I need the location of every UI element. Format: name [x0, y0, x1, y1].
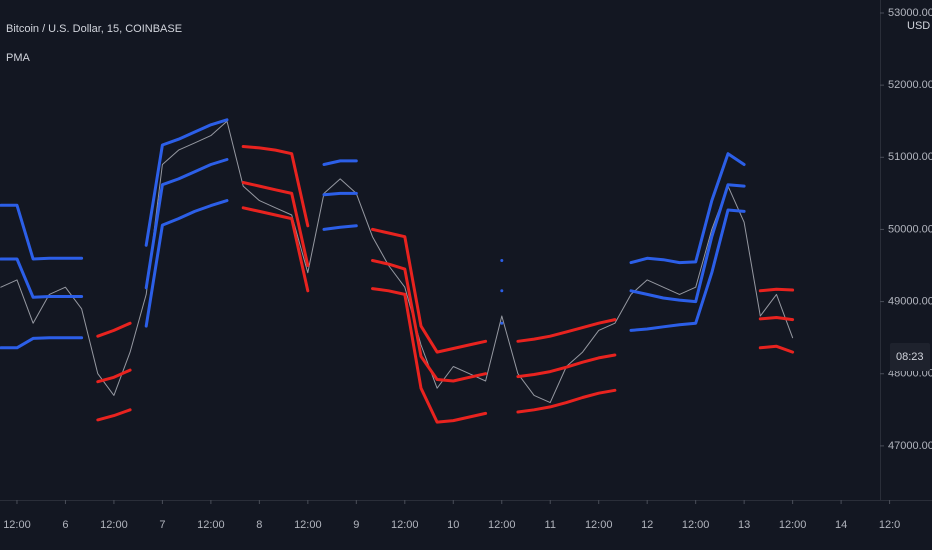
countdown: 08:23 [896, 351, 924, 363]
x-tick-label: 12:00 [585, 519, 613, 531]
x-tick-label: 12:00 [3, 519, 31, 531]
x-tick-label: 6 [62, 519, 68, 531]
x-tick-label: 10 [447, 519, 459, 531]
band-line [0, 158, 746, 304]
x-tick-label: 13 [738, 519, 750, 531]
x-tick-label: 8 [256, 519, 262, 531]
band-line [0, 118, 746, 265]
price-tag [890, 343, 930, 371]
x-tick-label: 7 [159, 519, 165, 531]
x-tick-label: 12:00 [488, 519, 516, 531]
y-tick-label: 47000.00 [888, 440, 932, 452]
x-tick-label: 12 [641, 519, 653, 531]
y-tick-label: 53000.00 [888, 7, 932, 19]
chart-title: Bitcoin / U.S. Dollar, 15, COINBASE [6, 23, 182, 35]
indicator-label: PMA [6, 52, 31, 64]
band-line [96, 181, 795, 384]
x-tick-label: 12:00 [100, 519, 128, 531]
x-tick-label: 9 [353, 519, 359, 531]
x-tick-label: 12:00 [779, 519, 807, 531]
x-tick-label: 12:00 [391, 519, 419, 531]
y-tick-label: 51000.00 [888, 151, 932, 163]
y-tick-label: 52000.00 [888, 79, 932, 91]
band-line [0, 199, 746, 350]
x-tick-label: 12:00 [682, 519, 710, 531]
band-line [96, 206, 795, 424]
plot-area [0, 118, 795, 424]
x-tick-label: 12:00 [197, 519, 225, 531]
x-tick-label: 12:00 [294, 519, 322, 531]
x-tick-label: 12:0 [879, 519, 900, 531]
x-tick-label: 14 [835, 519, 847, 531]
x-tick-label: 11 [545, 519, 556, 531]
currency-label: USD [907, 20, 930, 32]
price-line [0, 120, 794, 404]
y-tick-label: 49000.00 [888, 295, 932, 307]
band-line [96, 145, 795, 354]
y-tick-label: 50000.00 [888, 223, 932, 235]
